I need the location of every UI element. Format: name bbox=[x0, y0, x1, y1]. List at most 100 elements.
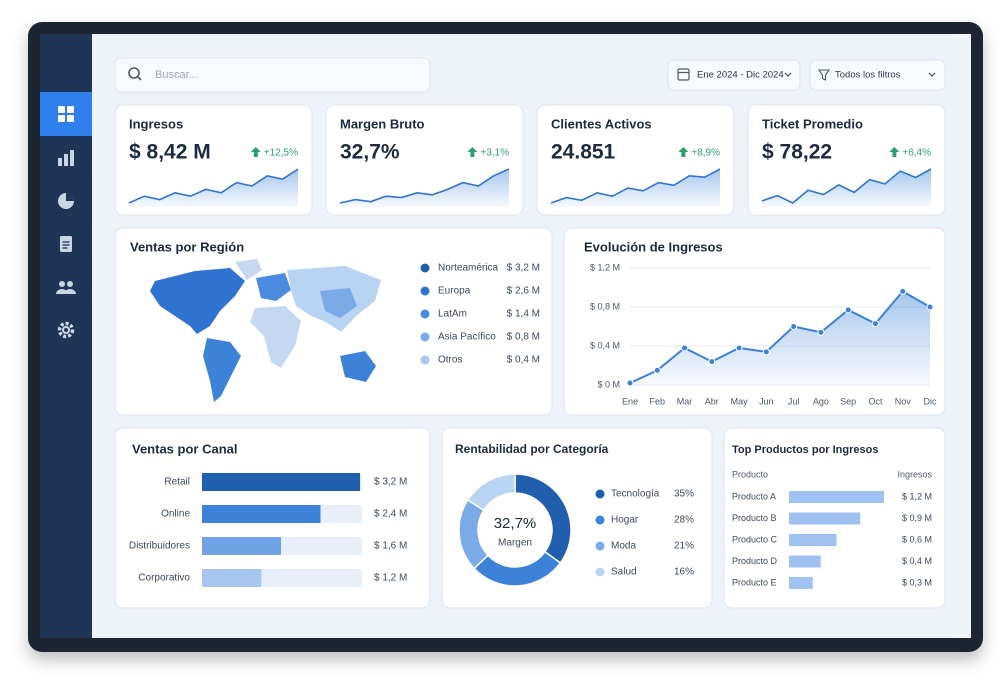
bar bbox=[789, 491, 884, 503]
line-point bbox=[681, 344, 689, 352]
trend-arrow bbox=[889, 147, 900, 157]
product-name: Producto D bbox=[732, 556, 778, 566]
filters-label: Todos los filtros bbox=[835, 70, 901, 81]
kpi-value: $ 78,22 bbox=[762, 141, 832, 164]
icon-documents[interactable] bbox=[60, 236, 72, 252]
region-value: $ 1,4 M bbox=[507, 309, 540, 320]
line-point bbox=[817, 328, 825, 336]
data-label: $ 3,2 M bbox=[374, 477, 407, 488]
icon-analytics[interactable] bbox=[58, 193, 74, 209]
line-point bbox=[871, 320, 879, 328]
legend-dot bbox=[595, 567, 605, 577]
profitability-title: Rentabilidad por Categoría bbox=[455, 442, 609, 456]
line-point bbox=[926, 303, 934, 311]
search-box[interactable]: Buscar... bbox=[114, 57, 431, 93]
kpi-title: Ticket Promedio bbox=[762, 116, 863, 131]
line-area bbox=[630, 291, 930, 385]
bar bbox=[202, 537, 281, 555]
legend-label: Moda bbox=[611, 541, 636, 552]
data-label: $ 1,6 M bbox=[374, 541, 407, 552]
region-value: $ 3,2 M bbox=[507, 263, 540, 274]
region-name: Otros bbox=[438, 355, 462, 366]
kpi-title: Margen Bruto bbox=[340, 116, 425, 131]
bar bbox=[789, 555, 821, 568]
region-name: Asia Pacífico bbox=[438, 332, 496, 343]
data-label: $ 0,3 M bbox=[902, 577, 932, 587]
kpi-change: +3,1% bbox=[480, 148, 509, 159]
trend-arrow bbox=[678, 147, 689, 157]
kpi-change: +8,9% bbox=[691, 148, 720, 159]
icon-dashboard[interactable] bbox=[58, 106, 74, 122]
data-label: $ 0,6 M bbox=[902, 534, 932, 544]
line-point bbox=[762, 348, 770, 356]
bar bbox=[202, 569, 262, 587]
kpi-change: +6,4% bbox=[902, 148, 931, 159]
kpi-value: $ 8,42 M bbox=[129, 141, 211, 164]
product-name: Producto E bbox=[732, 577, 777, 587]
y-tick-label: $ 0 M bbox=[597, 379, 620, 389]
x-tick-label: Abr bbox=[705, 396, 719, 406]
region-name: LatAm bbox=[438, 309, 467, 320]
line-point bbox=[735, 344, 743, 352]
region-name: Norteamérica bbox=[438, 263, 498, 274]
channel-title: Ventas por Canal bbox=[132, 441, 237, 456]
data-label: 28% bbox=[674, 515, 694, 526]
trend-arrow bbox=[467, 147, 478, 157]
x-tick-label: Oct bbox=[868, 396, 883, 406]
legend-dot bbox=[420, 286, 430, 296]
bar-label: Distribuidores bbox=[129, 541, 190, 552]
x-tick-label: May bbox=[731, 396, 749, 406]
products-title: Top Productos por Ingresos bbox=[732, 444, 878, 456]
data-label: 16% bbox=[674, 567, 694, 578]
date-filter[interactable]: Ene 2024 - Dic 2024 bbox=[667, 59, 801, 91]
bar bbox=[789, 512, 861, 525]
line-point bbox=[844, 306, 852, 314]
product-name: Producto C bbox=[732, 534, 778, 544]
date-filter-label: Ene 2024 - Dic 2024 bbox=[697, 70, 784, 81]
icon-reports[interactable] bbox=[58, 150, 74, 166]
y-tick-label: $ 1,2 M bbox=[590, 262, 620, 272]
sparkline-area bbox=[129, 169, 298, 207]
bar-label: Corporativo bbox=[138, 573, 190, 584]
sparkline-area bbox=[762, 169, 931, 207]
region-name: Europa bbox=[438, 286, 471, 297]
legend-label: Salud bbox=[611, 567, 637, 578]
legend-label: Hogar bbox=[611, 515, 639, 526]
donut-segment bbox=[466, 473, 516, 512]
line-point bbox=[899, 287, 907, 295]
x-tick-label: Mar bbox=[677, 396, 693, 406]
region-value: $ 0,4 M bbox=[507, 355, 540, 366]
bar bbox=[202, 505, 321, 523]
x-tick-label: Jun bbox=[759, 396, 774, 406]
kpi-value: 24.851 bbox=[551, 141, 616, 164]
x-tick-label: Ago bbox=[813, 396, 829, 406]
world-map bbox=[150, 259, 381, 402]
x-tick-label: Dic bbox=[924, 396, 937, 406]
kpi-title: Clientes Activos bbox=[551, 116, 652, 131]
data-label: 21% bbox=[674, 541, 694, 552]
products-header-value: Ingresos bbox=[897, 469, 932, 479]
product-name: Producto A bbox=[732, 491, 776, 501]
x-tick-label: Ene bbox=[622, 396, 638, 406]
sparkline bbox=[761, 168, 932, 204]
sparkline bbox=[550, 168, 721, 204]
legend-label: Tecnología bbox=[611, 489, 660, 500]
data-label: 35% bbox=[674, 489, 694, 500]
revenue-title: Evolución de Ingresos bbox=[584, 239, 723, 254]
region-title: Ventas por Región bbox=[130, 239, 244, 254]
line bbox=[629, 290, 931, 384]
icon-users[interactable] bbox=[56, 281, 76, 294]
filters-dropdown[interactable]: Todos los filtros bbox=[809, 59, 946, 91]
x-tick-label: Jul bbox=[788, 396, 800, 406]
region-value: $ 2,6 M bbox=[507, 286, 540, 297]
sparkline-area bbox=[340, 169, 509, 207]
product-name: Producto B bbox=[732, 513, 777, 523]
legend-dot bbox=[595, 541, 605, 551]
y-tick-label: $ 0,4 M bbox=[590, 340, 620, 350]
y-tick-label: $ 0,8 M bbox=[590, 301, 620, 311]
bar bbox=[202, 473, 360, 491]
icon-settings[interactable] bbox=[57, 321, 75, 339]
legend-dot bbox=[595, 515, 605, 525]
legend-dot bbox=[420, 332, 430, 342]
